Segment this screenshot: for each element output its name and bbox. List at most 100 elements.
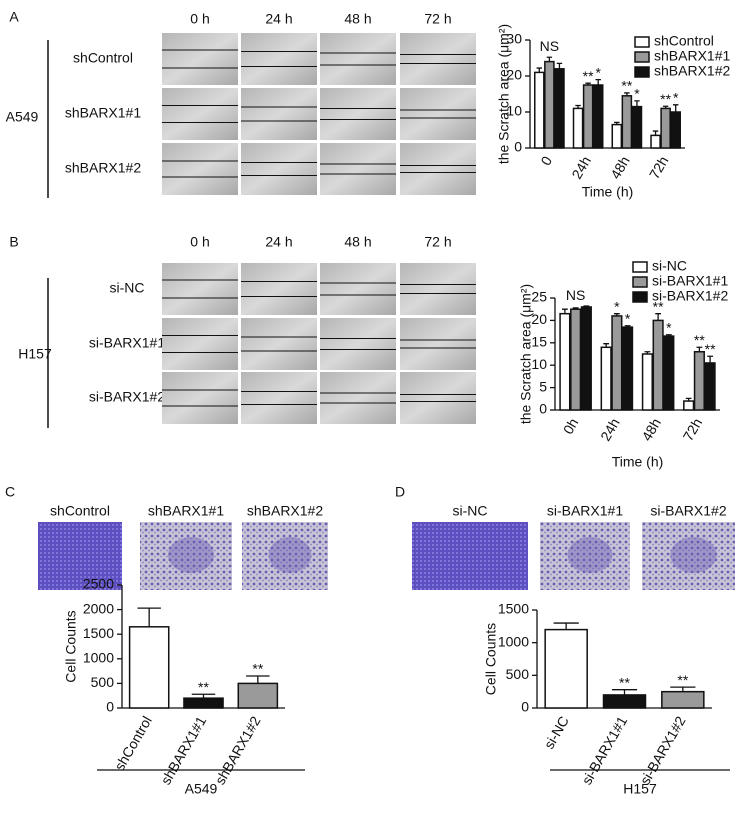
bar <box>683 400 695 411</box>
y-tick-label: 1500 <box>498 601 529 617</box>
bar <box>183 697 224 709</box>
y-tick-label: 2000 <box>83 600 114 616</box>
bar <box>580 306 592 411</box>
column-header: 24 h <box>265 234 292 250</box>
scratch-image <box>162 263 238 315</box>
error-bar <box>613 313 620 316</box>
bar <box>582 84 594 149</box>
error-bar <box>707 355 713 363</box>
error-bar <box>137 607 161 627</box>
error-bar <box>614 121 620 125</box>
error-bar <box>572 307 579 310</box>
column-header: 24 h <box>265 11 292 27</box>
y-tick-label: 1000 <box>83 650 114 666</box>
bar <box>611 123 623 149</box>
significance-label: * <box>625 310 631 326</box>
bar <box>602 694 647 709</box>
y-tick-label: 0 <box>539 401 547 417</box>
scratch-image <box>241 33 317 85</box>
significance-label: * <box>614 298 620 314</box>
error-bar <box>644 351 651 354</box>
legend-swatch <box>632 261 648 273</box>
transwell-image <box>140 522 232 590</box>
legend-label: si-BARX1#1 <box>652 273 728 289</box>
scratch-image <box>241 143 317 195</box>
bar <box>559 312 571 411</box>
legend-label: shBARX1#1 <box>654 48 730 64</box>
bar <box>663 335 675 411</box>
error-bar <box>652 130 659 136</box>
column-header: 48 h <box>344 234 371 250</box>
significance-label: ** <box>705 341 716 357</box>
x-tick-label: 0 <box>537 153 555 168</box>
transwell-image <box>412 522 528 590</box>
x-tick-label: si-BARX1#2 <box>637 713 689 787</box>
cell-line-label: H157 <box>18 346 52 362</box>
image-label: si-BARX1#2 <box>650 503 726 519</box>
bar <box>600 346 612 411</box>
scratch-image <box>320 263 396 315</box>
significance-label: ** <box>252 661 263 677</box>
y-tick-label: 500 <box>506 666 530 682</box>
y-tick-label: 20 <box>506 67 522 83</box>
significance-label: ** <box>583 68 594 84</box>
error-bar <box>585 82 591 85</box>
error-bar <box>562 308 568 314</box>
column-header: 72 h <box>424 234 451 250</box>
y-tick-label: 10 <box>531 356 547 372</box>
y-tick-label: 30 <box>506 31 522 47</box>
scratch-image <box>400 143 476 195</box>
significance-label: ** <box>694 332 705 348</box>
row-label: si-BARX1#1 <box>89 335 165 351</box>
bar <box>650 134 661 149</box>
scratch-image <box>400 318 476 370</box>
scratch-image <box>400 33 476 85</box>
error-bar <box>696 346 703 352</box>
cell-cluster <box>567 537 613 573</box>
significance-label: ** <box>621 78 632 94</box>
scratch-image <box>162 318 238 370</box>
cell-cluster <box>268 537 312 573</box>
row-label: shBARX1#1 <box>65 105 141 121</box>
error-bar <box>603 343 610 348</box>
x-tick-label: 48h <box>638 415 664 443</box>
error-bar <box>575 104 581 109</box>
transwell-image <box>242 522 328 590</box>
legend-swatch <box>632 291 648 303</box>
y-axis-label: the Scratch area (μm²) <box>496 24 512 164</box>
bar <box>641 353 653 411</box>
legend-swatch <box>634 36 650 48</box>
error-bar <box>665 334 672 337</box>
significance-label: ** <box>660 91 671 107</box>
y-tick-label: 25 <box>531 289 547 305</box>
y-tick-label: 0 <box>106 699 114 715</box>
row-label: si-NC <box>110 280 145 296</box>
significance-label: ** <box>653 298 664 314</box>
significance-label: * <box>595 64 601 80</box>
error-bar <box>685 397 692 402</box>
bar <box>660 107 671 149</box>
scratch-image <box>162 372 238 424</box>
error-bar <box>655 313 662 321</box>
annotation: NS <box>540 38 559 54</box>
significance-label: * <box>666 319 672 335</box>
scratch-image <box>400 263 476 315</box>
scratch-image <box>320 318 396 370</box>
scratch-image <box>320 143 396 195</box>
y-tick-label: 500 <box>91 674 115 690</box>
bar <box>622 326 634 411</box>
x-tick-label: 72h <box>680 415 706 443</box>
bar <box>572 107 584 149</box>
panel-label: C <box>5 484 15 500</box>
error-bar <box>246 675 270 684</box>
x-tick-label: 48h <box>607 153 633 181</box>
y-tick-label: 5 <box>539 378 547 394</box>
error-bar <box>634 100 640 107</box>
error-bar <box>670 686 696 692</box>
scratch-image <box>162 33 238 85</box>
transwell-image <box>540 522 630 590</box>
y-axis-label: the Scratch area (μm²) <box>518 284 534 424</box>
bar <box>621 95 633 149</box>
legend-swatch <box>632 276 648 288</box>
scratch-image <box>162 88 238 140</box>
